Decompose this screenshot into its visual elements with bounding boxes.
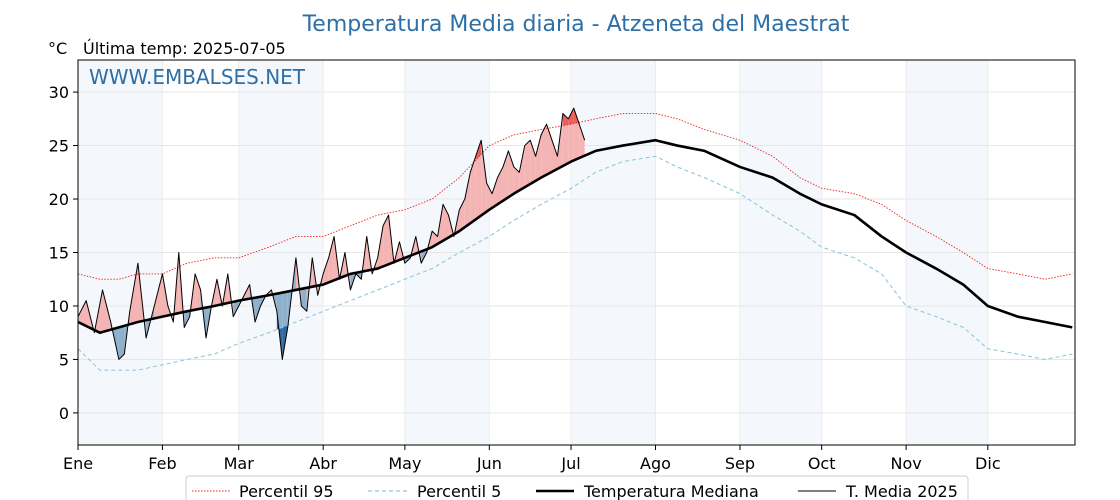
series-line-temperatura-mediana bbox=[77, 138, 1073, 335]
x-tick-label-jul: Jul bbox=[560, 454, 580, 473]
fill-above-median bbox=[195, 273, 201, 310]
x-tick-label-ago: Ago bbox=[640, 454, 671, 473]
fill-above-median bbox=[102, 289, 111, 332]
fill-above-median bbox=[129, 263, 138, 325]
x-tick-label-mar: Mar bbox=[224, 454, 255, 473]
x-tick-label-nov: Nov bbox=[890, 454, 921, 473]
last-temp-label: Última temp: 2025-07-05 bbox=[83, 39, 286, 58]
series-lines bbox=[77, 107, 1073, 371]
legend: Percentil 95 Percentil 5 Temperatura Med… bbox=[185, 475, 969, 500]
legend-label-2025: T. Media 2025 bbox=[845, 482, 958, 500]
x-tick-label-ene: Ene bbox=[63, 454, 93, 473]
fill-above-median bbox=[551, 140, 558, 172]
series-line-t-media-2025 bbox=[77, 107, 586, 360]
y-tick-label-10: 10 bbox=[49, 297, 69, 316]
fill-above-median bbox=[383, 215, 389, 267]
fill-above-median bbox=[519, 145, 525, 191]
fill-below-median bbox=[184, 310, 190, 328]
y-tick-label-25: 25 bbox=[49, 137, 69, 156]
fill-above-p95 bbox=[568, 108, 574, 125]
fill-below-median bbox=[233, 300, 239, 317]
x-tick-label-dic: Dic bbox=[975, 454, 1001, 473]
fill-above-median bbox=[579, 124, 585, 159]
watermark-text: WWW.EMBALSES.NET bbox=[89, 65, 306, 89]
legend-label-p5: Percentil 5 bbox=[417, 482, 501, 500]
chart-title: Temperatura Media diaria - Atzeneta del … bbox=[302, 12, 850, 37]
y-tick-label-5: 5 bbox=[59, 350, 69, 369]
fill-above-median bbox=[328, 236, 335, 283]
y-tick-label-30: 30 bbox=[49, 83, 69, 102]
fill-above-median bbox=[541, 124, 547, 178]
legend-label-p95: Percentil 95 bbox=[239, 482, 334, 500]
fill-above-median bbox=[464, 172, 471, 228]
y-tick-label-15: 15 bbox=[49, 244, 69, 263]
x-tick-label-feb: Feb bbox=[148, 454, 176, 473]
fill-above-median bbox=[323, 257, 329, 285]
x-axis-ticks: Ene Feb Mar Abr May Jun Jul Ago Sep Oct Nov Dic bbox=[63, 445, 1001, 473]
y-axis-ticks: 0 5 10 15 20 25 30 bbox=[49, 83, 78, 423]
fill-above-median bbox=[154, 273, 163, 319]
fill-above-median bbox=[78, 300, 87, 327]
fill-below-median bbox=[255, 296, 261, 323]
x-tick-label-oct: Oct bbox=[808, 454, 836, 473]
x-tick-label-abr: Abr bbox=[309, 454, 337, 473]
series-line-percentil-95 bbox=[77, 113, 1073, 280]
fill-below-median bbox=[301, 287, 307, 312]
y-tick-label-20: 20 bbox=[49, 190, 69, 209]
fill-below-median bbox=[118, 325, 125, 360]
fill-above-median bbox=[492, 177, 498, 208]
fill-above-median bbox=[530, 140, 536, 185]
fill-above-median bbox=[475, 140, 482, 220]
fill-above-median bbox=[524, 140, 531, 188]
legend-box bbox=[185, 475, 969, 500]
x-tick-label-may: May bbox=[388, 454, 421, 473]
fill-above-median bbox=[470, 156, 476, 224]
x-tick-label-sep: Sep bbox=[725, 454, 755, 473]
fill-above-median bbox=[535, 134, 542, 181]
fill-above-median bbox=[508, 150, 514, 198]
legend-label-median: Temperatura Mediana bbox=[583, 482, 759, 500]
fill-above-median bbox=[562, 113, 569, 166]
fill-above-median bbox=[481, 140, 487, 216]
fill-above-p95 bbox=[562, 113, 569, 126]
fill-above-median bbox=[486, 182, 493, 212]
y-tick-label-0: 0 bbox=[59, 404, 69, 423]
fill-above-median bbox=[513, 166, 520, 194]
fill-above-median bbox=[497, 166, 503, 205]
unit-label: °C bbox=[48, 39, 67, 58]
x-tick-label-jun: Jun bbox=[476, 454, 502, 473]
